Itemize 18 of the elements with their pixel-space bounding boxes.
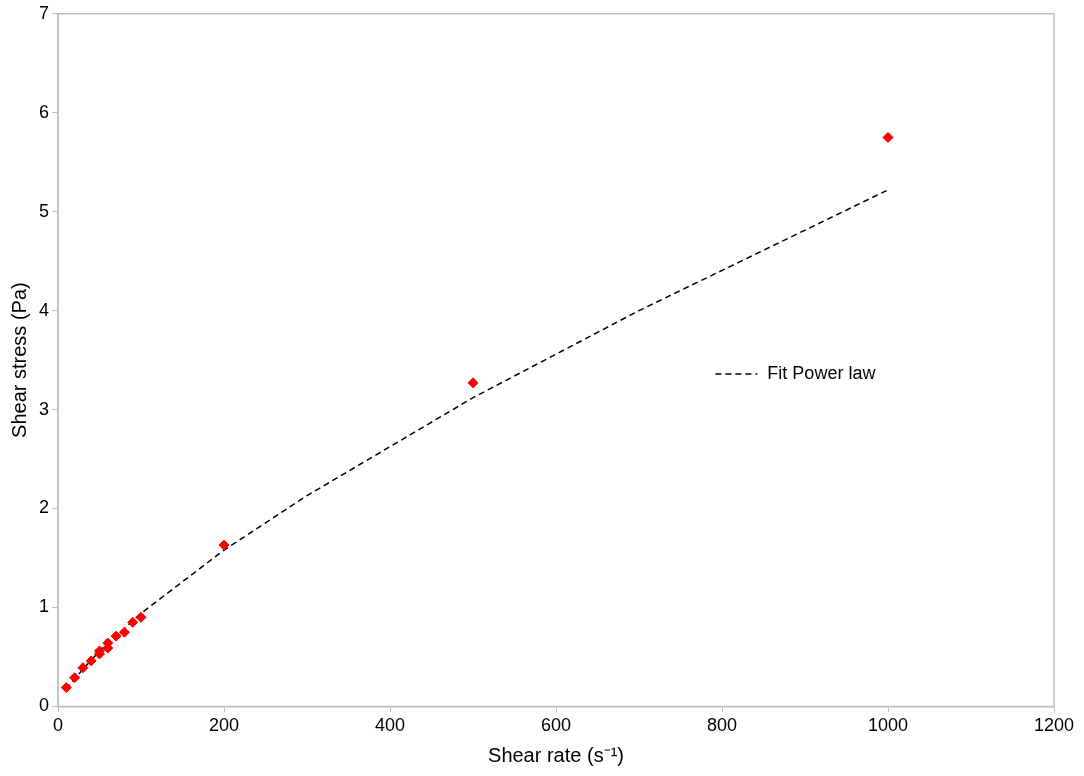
y-tick-label: 1 [39, 596, 50, 617]
x-tick-label: 600 [540, 715, 572, 736]
x-axis-title: Shear rate (s⁻¹) [488, 743, 624, 766]
y-axis-title: Shear stress (Pa) [7, 282, 30, 438]
y-tick-label: 2 [39, 497, 50, 518]
x-tick-label: 1200 [1033, 715, 1075, 736]
x-tick-label: 800 [706, 715, 738, 736]
y-tick-label: 0 [39, 695, 50, 716]
y-tick-label: 3 [39, 398, 50, 419]
legend-label: Fit Power law [767, 362, 877, 383]
x-tick-label: 200 [208, 715, 240, 736]
y-tick-label: 4 [39, 299, 50, 320]
x-tick-label: 1000 [867, 715, 909, 736]
x-tick-label: 0 [53, 715, 64, 736]
x-tick-label: 400 [374, 715, 406, 736]
y-tick-label: 5 [39, 200, 50, 221]
y-tick-label: 7 [39, 2, 50, 23]
y-tick-label: 6 [39, 101, 50, 122]
